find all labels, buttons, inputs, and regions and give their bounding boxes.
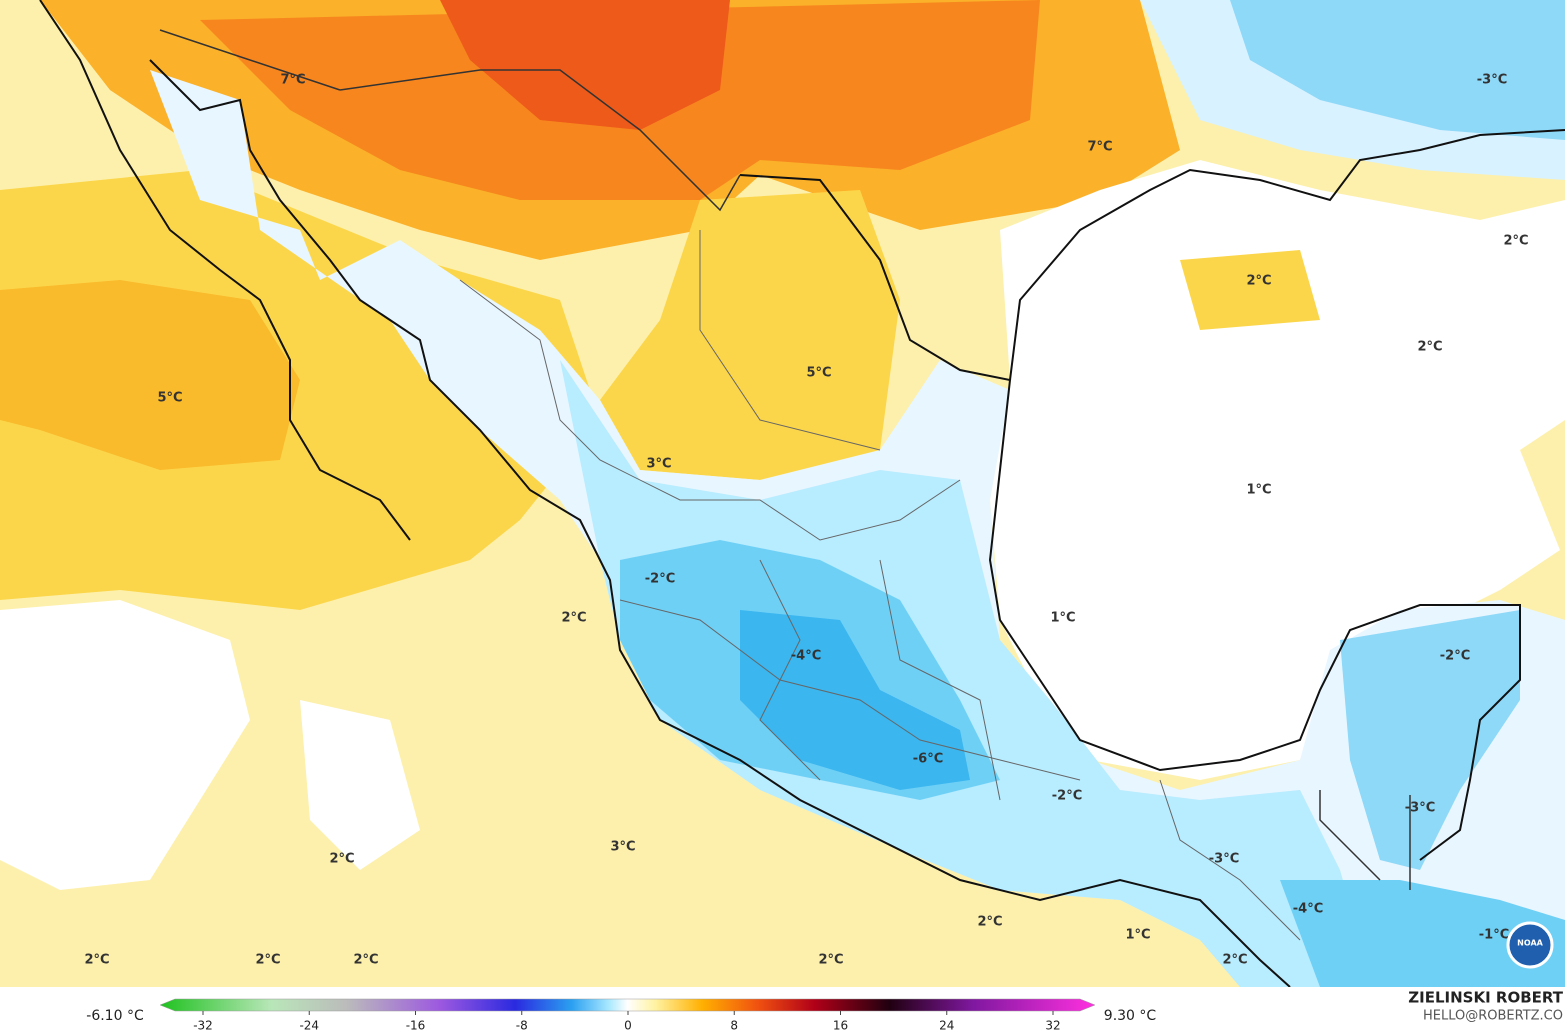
temperature-label: 2°C (977, 915, 1002, 930)
temperature-label: 7°C (1087, 140, 1112, 155)
colorbar-tick-label: -24 (299, 1019, 319, 1033)
temperature-label: 3°C (610, 840, 635, 855)
temperature-label: 2°C (561, 611, 586, 626)
colorbar-tick-label: -8 (516, 1019, 528, 1033)
state-borders (459, 230, 1301, 941)
coastlines (39, 0, 1565, 988)
temperature-label: 3°C (646, 457, 671, 472)
colorbar-tick-label: 32 (1045, 1019, 1060, 1033)
map-labels: 7°C 7°C -3°C 2°C 2°C 2°C 5°C 5°C 3°C 1°C -2°C 2°C 1°… (84, 73, 1528, 968)
temperature-label: 5°C (806, 366, 831, 381)
colorbar-tick-label: 16 (833, 1019, 848, 1033)
temperature-label: -3°C (1405, 801, 1435, 816)
temperature-label: -2°C (1052, 789, 1082, 804)
temperature-label: 2°C (329, 852, 354, 867)
temperature-label: -4°C (1293, 902, 1323, 917)
colorbar-ticks: -32 -24 -16 -8 0 8 16 24 32 (193, 1011, 1061, 1033)
colorbar-min: -6.10 °C (86, 1008, 144, 1024)
temperature-label: 2°C (353, 953, 378, 968)
temperature-label: 2°C (1222, 953, 1247, 968)
temperature-label: 5°C (157, 391, 182, 406)
map-background (0, 0, 1565, 987)
temperature-label: -2°C (1440, 649, 1470, 664)
colorbar (159, 998, 1096, 1012)
logo-circle (1506, 921, 1554, 969)
colorbar-tick-label: 24 (939, 1019, 954, 1033)
temperature-label: -2°C (645, 572, 675, 587)
temperature-label: 2°C (1246, 274, 1271, 289)
temperature-label: -1°C (1479, 928, 1509, 943)
colorbar-max: 9.30 °C (1104, 1008, 1157, 1024)
temperature-label: -4°C (791, 649, 821, 664)
logo-text: NOAA (1517, 939, 1543, 948)
temperature-label: -3°C (1209, 852, 1239, 867)
colorbar-tick-label: -32 (193, 1019, 213, 1033)
colorbar-tick-label: 0 (624, 1019, 632, 1033)
temperature-label: 2°C (1417, 340, 1442, 355)
temperature-label: 1°C (1050, 611, 1075, 626)
temperature-label: 2°C (1503, 234, 1528, 249)
temperature-label: 2°C (818, 953, 843, 968)
temperature-label: -6°C (913, 752, 943, 767)
temperature-label: -3°C (1477, 73, 1507, 88)
credit-contact: HELLO@ROBERTZ.CO (1423, 1009, 1563, 1024)
temperature-label: 7°C (280, 73, 305, 88)
colorbar-tick-label: 8 (730, 1019, 738, 1033)
temperature-label: 2°C (84, 953, 109, 968)
temperature-label: 2°C (255, 953, 280, 968)
temperature-label: 1°C (1125, 928, 1150, 943)
colorbar-tick-label: -16 (406, 1019, 426, 1033)
noaa-logo: NOAA (1506, 921, 1554, 969)
credit-name: ZIELINSKI ROBERT (1408, 989, 1563, 1007)
temperature-label: 1°C (1246, 483, 1271, 498)
